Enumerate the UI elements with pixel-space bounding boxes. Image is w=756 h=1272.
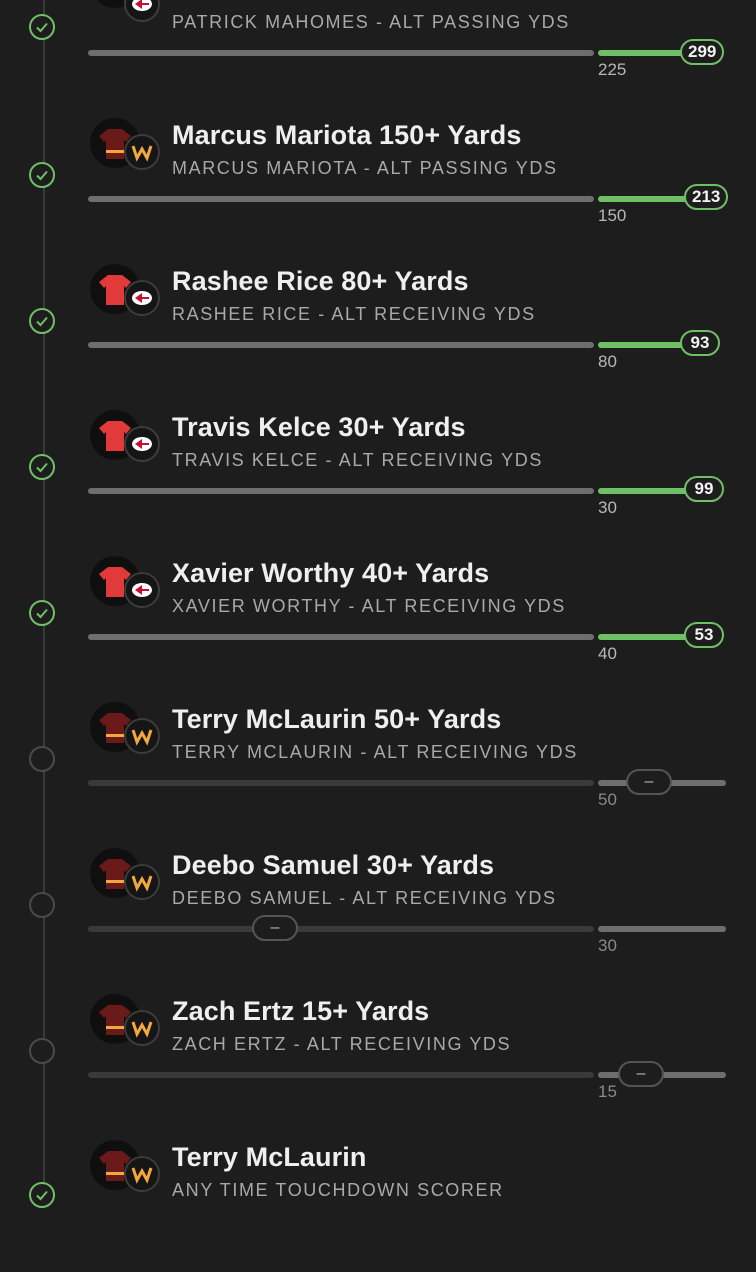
progress-fill: [598, 488, 688, 494]
chiefs-logo-icon: [124, 572, 160, 608]
progress-track: [88, 780, 594, 786]
line-label: 150: [598, 206, 627, 225]
line-label: 225: [598, 60, 627, 79]
jersey-icon: [99, 713, 131, 743]
pending-badge: –: [618, 1061, 664, 1087]
check-circle-icon: [29, 162, 55, 188]
leg-title: Marcus Mariota 150+ Yards: [172, 120, 522, 150]
leg-subtitle: PATRICK MAHOMES - ALT PASSING YDS: [172, 12, 570, 32]
line-label: 50: [598, 790, 617, 809]
commanders-logo-icon: [124, 864, 160, 900]
result-badge: 213: [684, 184, 729, 210]
jersey-icon: [99, 421, 131, 451]
empty-circle-icon: [29, 892, 55, 918]
result-badge: 93: [680, 330, 720, 356]
leg-subtitle: MARCUS MARIOTA - ALT PASSING YDS: [172, 158, 558, 178]
progress-track: [88, 342, 594, 348]
leg-card[interactable]: Deebo Samuel 30+ Yards DEEBO SAMUEL - AL…: [0, 834, 756, 980]
leg-card[interactable]: Zach Ertz 15+ Yards ZACH ERTZ - ALT RECE…: [0, 980, 756, 1126]
pending-badge: –: [252, 915, 298, 941]
jersey-icon: [99, 1151, 131, 1181]
line-label: 30: [598, 498, 617, 517]
leg-card[interactable]: Terry McLaurin ANY TIME TOUCHDOWN SCORER: [0, 1126, 756, 1272]
check-circle-icon: [29, 308, 55, 334]
leg-title: Terry McLaurin 50+ Yards: [172, 704, 502, 734]
result-badge: 299: [680, 39, 725, 65]
jersey-icon: [99, 859, 131, 889]
check-circle-icon: [29, 1182, 55, 1208]
leg-subtitle: DEEBO SAMUEL - ALT RECEIVING YDS: [172, 888, 557, 908]
jersey-icon: [99, 1005, 131, 1035]
chiefs-logo-icon: [124, 280, 160, 316]
leg-title: Zach Ertz 15+ Yards: [172, 996, 430, 1026]
leg-subtitle: ANY TIME TOUCHDOWN SCORER: [172, 1180, 504, 1200]
leg-subtitle: ZACH ERTZ - ALT RECEIVING YDS: [172, 1034, 512, 1054]
chiefs-logo-icon: [124, 0, 160, 22]
leg-subtitle: RASHEE RICE - ALT RECEIVING YDS: [172, 304, 536, 324]
leg-card[interactable]: Rashee Rice 80+ Yards RASHEE RICE - ALT …: [0, 250, 756, 396]
check-circle-icon: [29, 600, 55, 626]
line-label: 15: [598, 1082, 617, 1101]
jersey-icon: [99, 275, 131, 305]
chiefs-logo-icon: [124, 426, 160, 462]
result-badge: 99: [684, 476, 724, 502]
leg-subtitle: XAVIER WORTHY - ALT RECEIVING YDS: [172, 596, 566, 616]
leg-card[interactable]: Marcus Mariota 150+ Yards MARCUS MARIOTA…: [0, 104, 756, 250]
progress-track: [88, 634, 594, 640]
progress-track: [88, 1072, 594, 1078]
leg-subtitle: TERRY MCLAURIN - ALT RECEIVING YDS: [172, 742, 578, 762]
jersey-icon: [99, 129, 131, 159]
progress-target: [598, 926, 726, 932]
commanders-logo-icon: [124, 1156, 160, 1192]
leg-card[interactable]: Travis Kelce 30+ Yards TRAVIS KELCE - AL…: [0, 396, 756, 542]
leg-title: Rashee Rice 80+ Yards: [172, 266, 469, 296]
commanders-logo-icon: [124, 718, 160, 754]
leg-title: Terry McLaurin: [172, 1142, 367, 1172]
progress-track: [88, 926, 594, 932]
progress-track: [88, 50, 594, 56]
result-badge: 53: [684, 622, 724, 648]
line-label: 80: [598, 352, 617, 371]
leg-title: Travis Kelce 30+ Yards: [172, 412, 466, 442]
leg-card[interactable]: Terry McLaurin 50+ Yards TERRY MCLAURIN …: [0, 688, 756, 834]
leg-subtitle: TRAVIS KELCE - ALT RECEIVING YDS: [172, 450, 543, 470]
leg-title: Deebo Samuel 30+ Yards: [172, 850, 495, 880]
commanders-logo-icon: [124, 134, 160, 170]
leg-title: Xavier Worthy 40+ Yards: [172, 558, 490, 588]
check-circle-icon: [29, 14, 55, 40]
pending-badge: –: [626, 769, 672, 795]
empty-circle-icon: [29, 1038, 55, 1064]
progress-fill: [598, 196, 688, 202]
empty-circle-icon: [29, 746, 55, 772]
leg-card[interactable]: PATRICK MAHOMES - ALT PASSING YDS 299 22…: [0, 0, 756, 79]
line-label: 40: [598, 644, 617, 663]
check-circle-icon: [29, 454, 55, 480]
progress-fill: [598, 50, 688, 56]
jersey-icon: [99, 567, 131, 597]
leg-card[interactable]: Xavier Worthy 40+ Yards XAVIER WORTHY - …: [0, 542, 756, 688]
progress-fill: [598, 634, 688, 640]
commanders-logo-icon: [124, 1010, 160, 1046]
player-avatar: [90, 0, 140, 8]
progress-fill: [598, 342, 688, 348]
line-label: 30: [598, 936, 617, 955]
progress-track: [88, 488, 594, 494]
progress-track: [88, 196, 594, 202]
